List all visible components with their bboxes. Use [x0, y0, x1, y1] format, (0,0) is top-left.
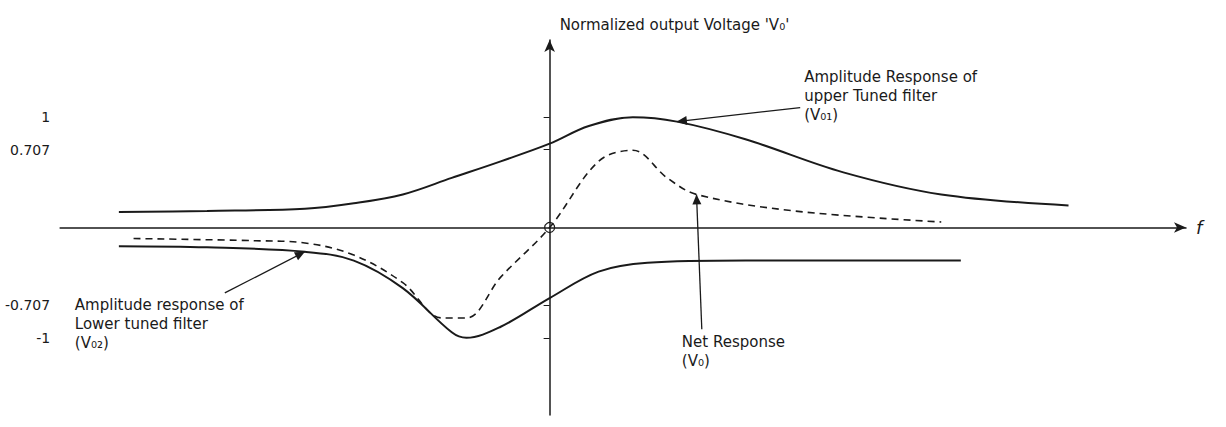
svg-text:(V₀₁): (V₀₁) — [804, 106, 838, 124]
svg-text:f: f — [1196, 217, 1205, 238]
svg-text:Amplitude response of: Amplitude response of — [75, 296, 245, 314]
svg-text:-1: -1 — [36, 330, 50, 346]
svg-text:(V₀₂): (V₀₂) — [75, 334, 109, 352]
svg-text:upper Tuned filter: upper Tuned filter — [804, 87, 938, 105]
svg-text:-0.707: -0.707 — [5, 297, 50, 313]
svg-text:Amplitude Response of: Amplitude Response of — [804, 68, 978, 86]
svg-text:Lower tuned filter: Lower tuned filter — [75, 315, 209, 333]
svg-text:1: 1 — [41, 109, 50, 125]
svg-text:(V₀): (V₀) — [682, 352, 710, 370]
svg-text:Net Response: Net Response — [682, 333, 785, 351]
svg-text:0.707: 0.707 — [10, 142, 50, 158]
svg-text:Normalized output Voltage 'V₀': Normalized output Voltage 'V₀' — [560, 16, 790, 34]
